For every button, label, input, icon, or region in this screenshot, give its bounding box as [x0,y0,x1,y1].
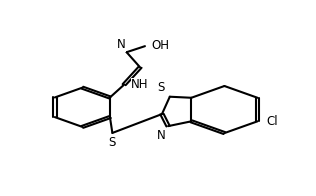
Text: S: S [109,136,116,149]
Text: NH: NH [131,78,149,91]
Text: N: N [117,38,125,51]
Text: S: S [157,81,164,94]
Text: Cl: Cl [267,115,278,128]
Text: OH: OH [152,39,170,52]
Text: N: N [157,129,166,142]
